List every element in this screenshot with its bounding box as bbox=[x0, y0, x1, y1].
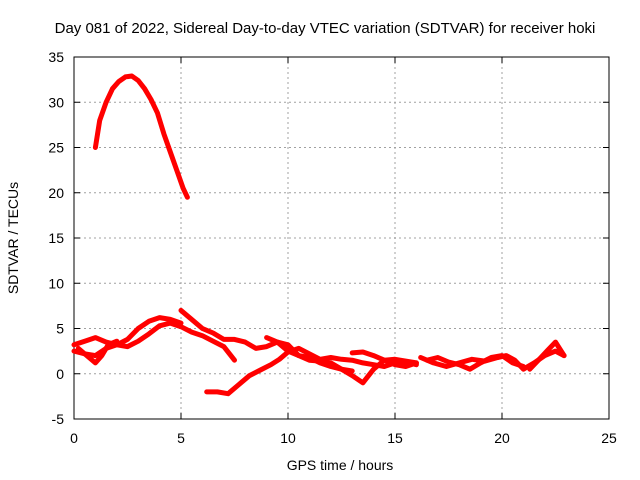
series-arc-4 bbox=[75, 338, 120, 366]
x-tick-label: 5 bbox=[177, 430, 185, 446]
y-tick-label: 20 bbox=[48, 185, 64, 201]
y-tick-label: 0 bbox=[56, 366, 64, 382]
series-arc-3 bbox=[71, 315, 184, 348]
series-arc-7 bbox=[264, 335, 419, 386]
x-tick-label: 0 bbox=[70, 430, 78, 446]
chart-title: Day 081 of 2022, Sidereal Day-to-day VTE… bbox=[55, 20, 596, 37]
series-arc-8 bbox=[349, 349, 419, 366]
y-tick-label: 35 bbox=[48, 49, 64, 65]
series-arc-11 bbox=[527, 339, 567, 372]
x-tick-label: 10 bbox=[280, 430, 296, 446]
y-tick-label: 5 bbox=[56, 321, 64, 337]
y-tick-label: 10 bbox=[48, 275, 64, 291]
series-group bbox=[71, 73, 567, 397]
y-tick-label: 15 bbox=[48, 230, 64, 246]
y-tick-label: -5 bbox=[52, 411, 65, 427]
series-arc-10 bbox=[424, 353, 526, 372]
series-arc-1 bbox=[92, 73, 190, 200]
series-arc-2 bbox=[71, 320, 237, 363]
x-tick-label: 20 bbox=[494, 430, 510, 446]
series-arc-6 bbox=[204, 345, 419, 397]
y-tick-label: 25 bbox=[48, 140, 64, 156]
x-tick-label: 15 bbox=[387, 430, 403, 446]
x-axis-label: GPS time / hours bbox=[287, 457, 394, 473]
y-axis-label: SDTVAR / TECUs bbox=[5, 182, 21, 294]
y-tick-label: 30 bbox=[48, 94, 64, 110]
axis-ticks: -5 0 5 10 15 20 25 30 35 0 5 10 15 20 25 bbox=[48, 49, 617, 446]
x-tick-label: 25 bbox=[601, 430, 617, 446]
